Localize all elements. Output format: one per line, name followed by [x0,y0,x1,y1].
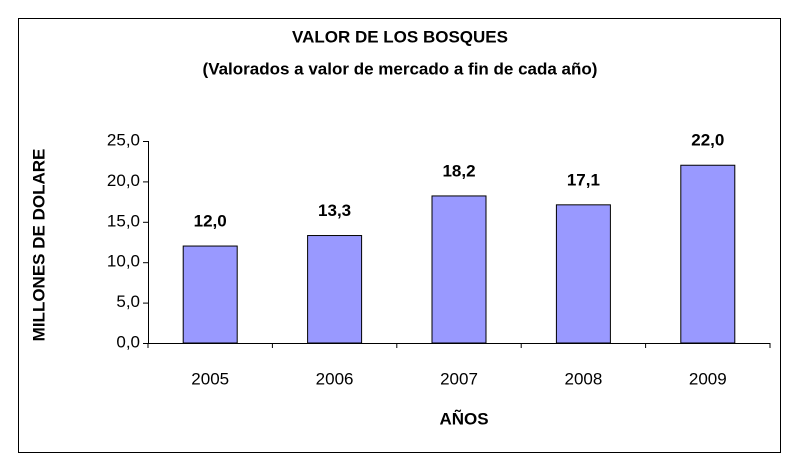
y-tick-label: 15,0 [107,211,140,230]
bar [680,164,736,344]
x-tick-label: 2008 [564,369,602,388]
value-label: 18,2 [442,161,475,180]
y-tick-label: 10,0 [107,252,140,271]
y-axis-label: MILLONES DE DOLARE [29,149,48,342]
x-tick-label: 2009 [689,369,727,388]
y-tick-label: 25,0 [107,130,140,149]
y-tick-label: 0,0 [116,332,140,351]
x-axis-label: AÑOS [439,408,488,428]
value-label: 12,0 [194,212,227,231]
bar [555,204,611,344]
x-tick-label: 2007 [440,369,478,388]
y-tick-label: 20,0 [107,171,140,190]
x-tick-label: 2005 [191,369,229,388]
chart-frame [18,18,781,453]
bar [307,235,363,344]
x-tick-label: 2006 [316,369,354,388]
value-label: 22,0 [691,131,724,150]
bar [431,195,487,344]
bar [182,245,238,344]
y-tick-label: 5,0 [116,292,140,311]
chart-title: VALOR DE LOS BOSQUES [292,27,508,46]
value-label: 17,1 [567,170,600,189]
chart-subtitle: (Valorados a valor de mercado a fin de c… [203,59,598,78]
value-label: 13,3 [318,201,351,220]
